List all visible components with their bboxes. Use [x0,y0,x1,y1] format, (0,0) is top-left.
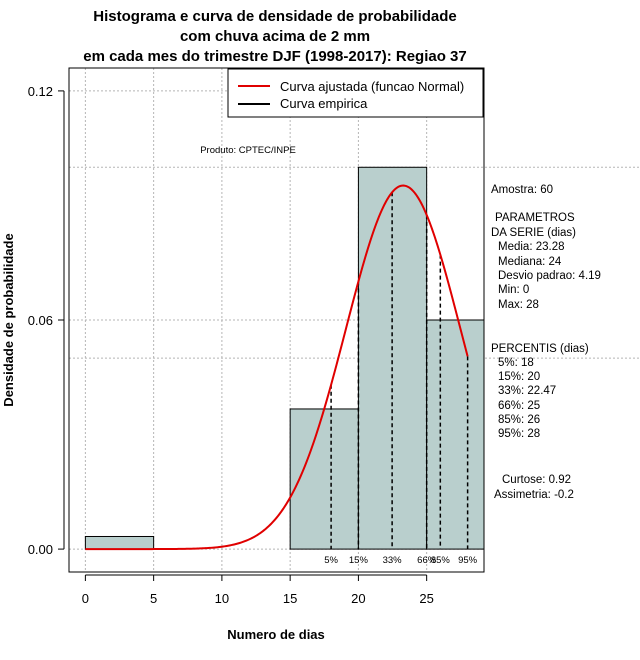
x-tick-label: 15 [283,591,297,606]
legend-label-fitted: Curva ajustada (funcao Normal) [280,79,464,94]
min-text: Min: 0 [498,284,529,296]
x-tick-label: 5 [150,591,157,606]
desvio-text: Desvio padrao: 4.19 [498,270,601,282]
histogram-bar [289,408,359,550]
media-text: Media: 23.28 [498,241,565,253]
percentile-label: 33% [383,555,403,566]
percentile-lines: 5% 15% 33% 66%85% 95% [324,192,478,566]
p85-text: 85%: 26 [498,414,540,426]
histogram-bars [84,166,485,550]
y-axis-title: Densidade de probabilidade [1,233,16,406]
legend: Curva ajustada (funcao Normal) Curva emp… [227,68,484,118]
x-tick-label: 0 [82,591,89,606]
amostra-text: Amostra: 60 [491,184,553,196]
chart-title-line-2: com chuva acima de 2 mm [180,28,370,45]
p33-text: 33%: 22.47 [498,385,556,397]
assimetria-text: Assimetria: -0.2 [494,489,574,501]
produto-label: Produto: CPTEC/INPE [200,145,296,156]
histogram-bar [84,535,155,550]
p95-text: 95%: 28 [498,428,540,440]
percentile-label: 66% [417,555,437,566]
p5-text: 5%: 18 [498,357,534,369]
max-text: Max: 28 [498,299,539,311]
histogram-bar [426,319,485,550]
normal-curve-line [85,184,469,551]
normal-curve [85,184,469,551]
y-tick-label: 0.12 [28,84,53,99]
y-tick-label: 0.00 [28,542,53,557]
x-tick-label: 25 [419,591,433,606]
p66-text: 66%: 25 [498,400,540,412]
percentis-title: PERCENTIS (dias) [491,343,589,355]
chart-title-line-1: Histograma e curva de densidade de proba… [93,8,456,25]
x-tick-label: 20 [351,591,365,606]
y-tick-label: 0.06 [28,313,53,328]
curtose-text: Curtose: 0.92 [502,474,571,486]
mediana-text: Mediana: 24 [498,256,562,268]
histogram-bar [357,166,428,550]
side-panel: Amostra: 60 PARAMETROS DA SERIE (dias) M… [491,184,601,501]
legend-box [227,68,484,118]
param-title-1: PARAMETROS [495,212,575,224]
p15-text: 15%: 20 [498,371,540,383]
param-title-2: DA SERIE (dias) [491,227,576,239]
x-axis-title: Numero de dias [227,627,325,642]
percentile-label: 95% [458,555,478,566]
percentile-label: 5% [324,555,338,566]
percentile-label: 85% [431,555,451,566]
percentile-label: 15% [349,555,369,566]
axes: 0 5 10 15 20 25 0.00 0.06 0.12 [28,84,434,606]
chart-title-line-3: em cada mes do trimestre DJF (1998-2017)… [83,48,467,65]
legend-label-empirical: Curva empirica [280,96,368,111]
x-tick-label: 10 [215,591,229,606]
plot-frame [68,67,485,573]
